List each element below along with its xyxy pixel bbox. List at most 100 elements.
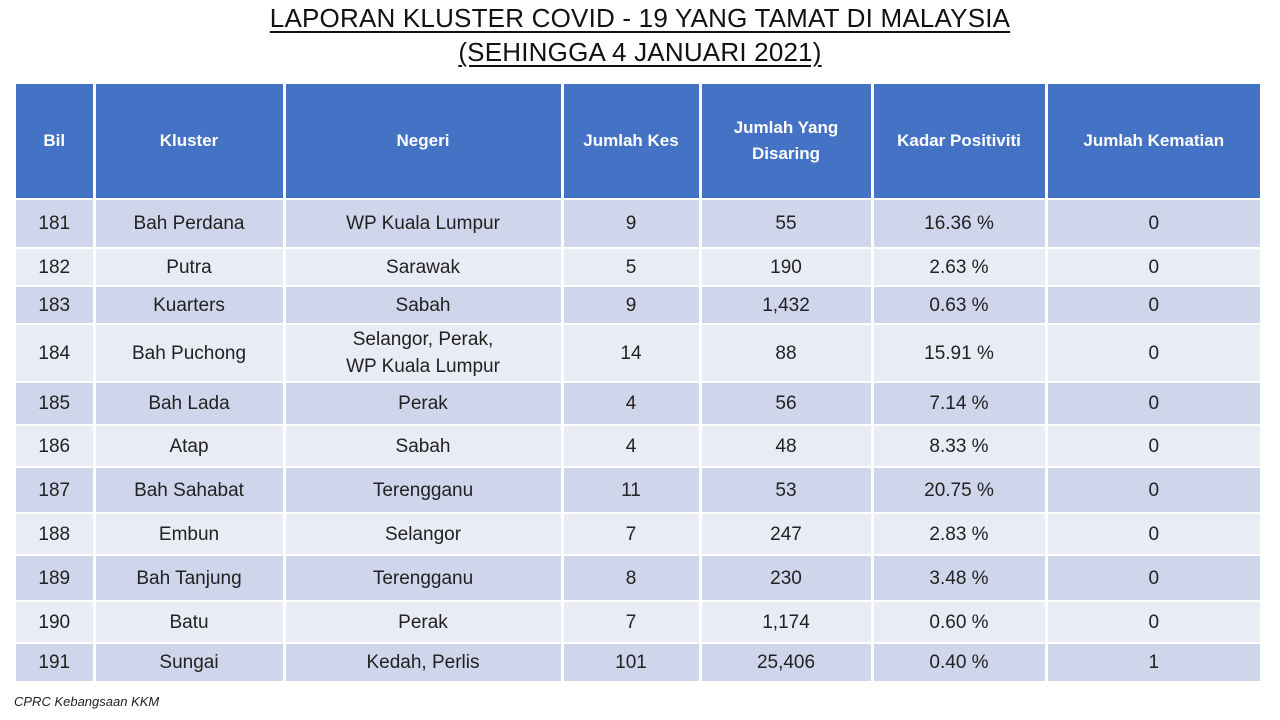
report-title: LAPORAN KLUSTER COVID - 19 YANG TAMAT DI… [269,3,1011,33]
cell-negeri: Perak [282,600,562,643]
cell-kluster: Bah Lada [92,381,284,425]
cell-bil: 189 [16,554,94,601]
cell-jumlah-kes: 9 [560,198,700,248]
cell-bil: 185 [16,381,94,425]
cell-jumlah-kematian: 0 [1044,323,1260,382]
cell-bil: 182 [16,247,94,286]
cell-jumlah-kematian: 0 [1044,381,1260,425]
source-credit: CPRC Kebangsaan KKM [14,694,160,709]
table-row: 184 Bah Puchong Selangor, Perak, WP Kuala L… [16,323,1260,382]
cell-negeri: Terengganu [282,554,562,601]
table-row: 185 Bah Lada Perak 4 56 7.14 % 0 [16,381,1260,425]
table-row: 190 Batu Perak 7 1,174 0.60 % 0 [16,600,1260,643]
cell-negeri: Sabah [282,285,562,324]
header-bil: Bil [16,84,94,199]
header-kadar-positiviti: Kadar Positiviti [870,84,1046,199]
table-row: 181 Bah Perdana WP Kuala Lumpur 9 55 16.36 % 0 [16,198,1260,248]
cell-kadar-positiviti: 2.83 % [870,512,1046,555]
cell-jumlah-disaring: 55 [698,198,872,248]
cell-bil: 183 [16,285,94,324]
cell-negeri-line: WP Kuala Lumpur [346,356,500,377]
cell-jumlah-kematian: 0 [1044,424,1260,467]
cell-negeri: Perak [282,381,562,425]
cell-jumlah-kes: 101 [560,642,700,681]
cell-kluster: Batu [92,600,284,643]
header-negeri: Negeri [282,84,562,199]
cell-jumlah-kes: 11 [560,466,700,513]
cell-negeri: Terengganu [282,466,562,513]
cell-kadar-positiviti: 3.48 % [870,554,1046,601]
header-jumlah-kematian: Jumlah Kematian [1044,84,1260,199]
table-row: 186 Atap Sabah 4 48 8.33 % 0 [16,424,1260,467]
cell-kadar-positiviti: 0.63 % [870,285,1046,324]
cell-jumlah-kes: 9 [560,285,700,324]
cell-jumlah-disaring: 190 [698,247,872,286]
cell-negeri: WP Kuala Lumpur [282,198,562,248]
cell-jumlah-kes: 8 [560,554,700,601]
cell-jumlah-kematian: 1 [1044,642,1260,681]
cell-kadar-positiviti: 2.63 % [870,247,1046,286]
cell-negeri: Sabah [282,424,562,467]
cell-bil: 181 [16,198,94,248]
cell-jumlah-disaring: 1,174 [698,600,872,643]
table-row: 187 Bah Sahabat Terengganu 11 53 20.75 % 0 [16,466,1260,513]
table-row: 191 Sungai Kedah, Perlis 101 25,406 0.40 % 1 [16,642,1260,681]
table-row: 189 Bah Tanjung Terengganu 8 230 3.48 % 0 [16,554,1260,601]
cell-bil: 191 [16,642,94,681]
cell-jumlah-kematian: 0 [1044,600,1260,643]
cell-jumlah-disaring: 230 [698,554,872,601]
cell-bil: 187 [16,466,94,513]
cell-kadar-positiviti: 15.91 % [870,323,1046,382]
cell-negeri: Kedah, Perlis [282,642,562,681]
cell-jumlah-disaring: 56 [698,381,872,425]
cell-bil: 184 [16,323,94,382]
cell-kluster: Atap [92,424,284,467]
cell-negeri-line: Selangor, Perak, [352,329,494,350]
cell-jumlah-disaring: 53 [698,466,872,513]
cell-jumlah-disaring: 247 [698,512,872,555]
cell-kluster: Bah Puchong [92,323,284,382]
cell-kadar-positiviti: 0.60 % [870,600,1046,643]
cell-jumlah-kes: 14 [560,323,700,382]
cell-kluster: Bah Perdana [92,198,284,248]
cell-jumlah-kematian: 0 [1044,247,1260,286]
cell-kluster: Kuarters [92,285,284,324]
cell-kadar-positiviti: 20.75 % [870,466,1046,513]
header-kluster: Kluster [92,84,284,199]
cell-jumlah-kes: 5 [560,247,700,286]
cell-bil: 186 [16,424,94,467]
header-jumlah-kes: Jumlah Kes [560,84,700,199]
cell-negeri: Selangor, Perak, WP Kuala Lumpur [282,323,562,382]
cell-kluster: Sungai [92,642,284,681]
cell-kluster: Bah Tanjung [92,554,284,601]
cell-jumlah-disaring: 48 [698,424,872,467]
cell-negeri: Selangor [282,512,562,555]
cell-jumlah-kematian: 0 [1044,554,1260,601]
cell-jumlah-disaring: 25,406 [698,642,872,681]
cell-bil: 190 [16,600,94,643]
cell-bil: 188 [16,512,94,555]
cell-kluster: Putra [92,247,284,286]
header-row: Bil Kluster Negeri Jumlah Kes Jumlah Yan… [16,84,1260,199]
table-row: 183 Kuarters Sabah 9 1,432 0.63 % 0 [16,285,1260,324]
table-row: 182 Putra Sarawak 5 190 2.63 % 0 [16,247,1260,286]
cell-jumlah-kes: 7 [560,512,700,555]
cell-kluster: Bah Sahabat [92,466,284,513]
header-jumlah-disaring: Jumlah Yang Disaring [698,84,872,199]
cell-negeri: Sarawak [282,247,562,286]
cell-jumlah-kes: 4 [560,381,700,425]
cell-jumlah-kematian: 0 [1044,512,1260,555]
report-subtitle: (SEHINGGA 4 JANUARI 2021) [458,37,822,67]
cell-jumlah-kematian: 0 [1044,198,1260,248]
cell-jumlah-kematian: 0 [1044,466,1260,513]
table-row: 188 Embun Selangor 7 247 2.83 % 0 [16,512,1260,555]
cluster-table: Bil Kluster Negeri Jumlah Kes Jumlah Yan… [16,84,1260,681]
cell-jumlah-kes: 7 [560,600,700,643]
cell-kadar-positiviti: 16.36 % [870,198,1046,248]
cell-jumlah-kes: 4 [560,424,700,467]
cell-kadar-positiviti: 8.33 % [870,424,1046,467]
cell-kadar-positiviti: 7.14 % [870,381,1046,425]
cell-jumlah-kematian: 0 [1044,285,1260,324]
cell-kadar-positiviti: 0.40 % [870,642,1046,681]
cell-jumlah-disaring: 88 [698,323,872,382]
